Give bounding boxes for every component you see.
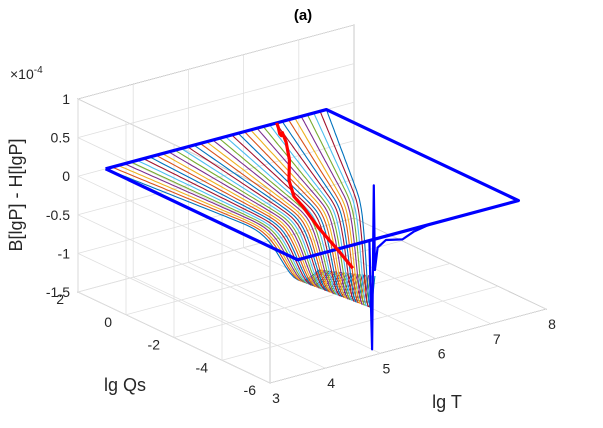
grid-z-back [77, 217, 355, 293]
z-tick-label: -1.5 [46, 284, 70, 300]
surface-line [288, 119, 366, 304]
series-boundary [104, 107, 521, 262]
y-tick-label: -2 [148, 337, 161, 353]
grid-z-side [77, 175, 271, 268]
x-tick-label: 6 [438, 346, 446, 362]
grid-z-side [77, 291, 271, 384]
x-axis-label: lg T [432, 392, 462, 412]
y-tick-label: 0 [104, 314, 112, 330]
grid-z-side [77, 98, 271, 191]
surface-line [168, 151, 336, 289]
z-axis-label: B[lgP] - H[lgP] [6, 138, 26, 251]
grid-y-floor [173, 263, 451, 338]
surface-line [319, 111, 374, 308]
grid-z-side [77, 253, 271, 345]
surface-line [206, 141, 346, 294]
x-tick-label: 7 [493, 331, 501, 347]
z-tick-label: -0.5 [46, 207, 70, 223]
grid-z-back [77, 140, 355, 216]
grid-z-back [77, 24, 355, 100]
surface-line [300, 116, 370, 305]
y-tick-label: 2 [56, 291, 64, 307]
y-tick-label: -6 [244, 382, 257, 398]
axes-backplanes [77, 24, 547, 384]
tick-labels: 3 4 5 6 7 8 -6 -4 -2 0 2-1.5 -1 -0.5 0 0.5 1 [46, 91, 556, 406]
surface-line [325, 109, 376, 308]
grid-y-floor [221, 285, 499, 361]
z-tick-label: -1 [58, 245, 71, 261]
surface-line [256, 127, 359, 300]
grid-y-floor [269, 308, 547, 384]
surface-line [149, 156, 332, 287]
grid-z-side [77, 214, 271, 307]
surface-line [237, 132, 354, 298]
surface-line [262, 126, 360, 301]
y-tick-label: -4 [196, 359, 209, 375]
x-tick-label: 3 [272, 390, 280, 406]
series-ridge [275, 122, 355, 270]
surface-line [174, 149, 338, 290]
surface-line [130, 161, 327, 285]
surface-lines [105, 109, 376, 308]
surface-line [105, 168, 321, 282]
grid-z-back [77, 63, 355, 138]
surface-line [225, 136, 351, 296]
x-tick-label: 8 [548, 316, 556, 332]
surface-line [155, 154, 333, 288]
surface-line [307, 114, 371, 306]
x-tick-label: 5 [383, 360, 391, 376]
surface-line [212, 139, 348, 295]
series-lines [104, 107, 521, 351]
surface-line [199, 142, 344, 293]
surface-line [281, 121, 365, 303]
surface-line [244, 131, 355, 298]
grid-z-side [77, 137, 271, 229]
surface-line [294, 117, 368, 305]
z-tick-label: 1 [62, 91, 70, 107]
surface-line [313, 112, 373, 307]
surface-line [218, 137, 349, 295]
grid-y-floor [125, 240, 403, 316]
surface-line [162, 153, 335, 289]
surface-line [136, 159, 329, 286]
surface-line [124, 163, 325, 284]
z-tick-label: 0 [62, 168, 70, 184]
surface-line [250, 129, 357, 299]
surface-line [181, 148, 340, 291]
surface-line [187, 146, 341, 292]
surface-line [117, 164, 324, 283]
z-tick-label: 0.5 [51, 130, 71, 146]
z-exponent: ×10-4 [10, 65, 43, 82]
x-tick-label: 4 [327, 375, 335, 391]
y-axis-label: lg Qs [104, 375, 146, 395]
surface-line [275, 122, 363, 302]
surface-line [143, 158, 330, 286]
chart-title: (a) [294, 7, 312, 24]
series-spike [368, 184, 431, 351]
surface-line [193, 144, 343, 292]
surface-line [111, 166, 322, 283]
surface-line [269, 124, 362, 301]
